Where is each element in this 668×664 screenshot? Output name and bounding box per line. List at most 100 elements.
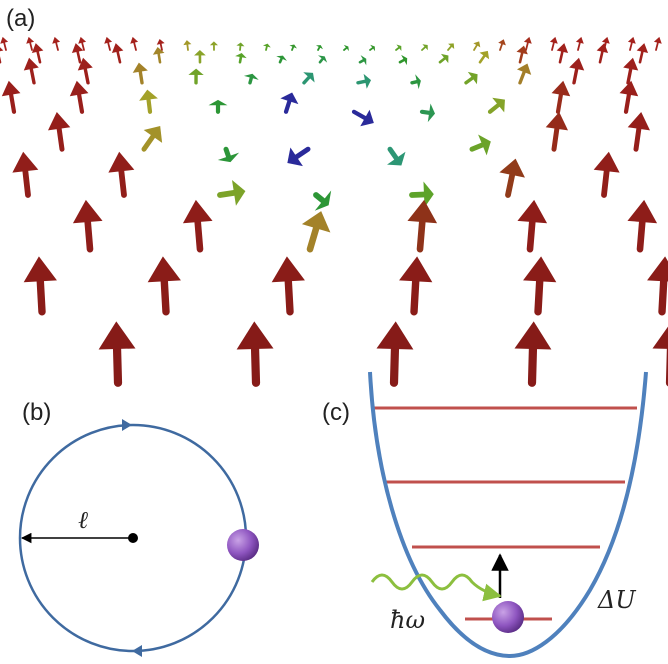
spin-arrow: [627, 199, 658, 224]
spin-arrow: [389, 344, 400, 387]
spin-arrow: [182, 199, 213, 224]
orbit-arrow: [132, 645, 142, 657]
spin-arrow: [141, 133, 156, 152]
spin-arrow: [551, 126, 560, 152]
spin-arrow: [52, 36, 61, 44]
spin-arrow: [569, 57, 585, 71]
spin-arrow: [22, 168, 31, 198]
panel-label: (b): [22, 399, 51, 426]
spin-arrow: [498, 39, 506, 46]
spin-arrow: [23, 256, 57, 283]
spin-arrow: [518, 70, 526, 85]
spin-arrow: [549, 36, 558, 44]
spin-arrow: [516, 63, 532, 75]
panel-label: (c): [322, 399, 350, 426]
spin-arrow: [619, 80, 639, 97]
spin-arrow: [84, 218, 94, 253]
particle: [227, 529, 259, 561]
spin-arrow: [516, 45, 528, 55]
spin-arrow: [623, 92, 631, 114]
spin-arrow: [376, 321, 414, 350]
spin-arrow: [271, 256, 305, 283]
panel-label: (a): [6, 5, 35, 32]
spin-arrow: [505, 172, 516, 198]
spin-arrow: [29, 67, 36, 85]
spin-arrow: [81, 41, 85, 51]
spin-arrow: [29, 41, 33, 51]
spin-field: [0, 36, 668, 387]
spin-arrow: [478, 54, 486, 64]
spin-arrow: [146, 97, 153, 114]
spin-arrow: [467, 71, 478, 85]
spin-arrow: [398, 58, 406, 64]
spin-arrow: [223, 146, 231, 159]
spin-arrow: [415, 74, 421, 90]
spin-arrow: [157, 52, 162, 64]
spin-arrow: [160, 277, 170, 316]
spin-arrow: [280, 92, 299, 105]
spin-arrow: [601, 168, 610, 198]
spin-arrow: [369, 47, 374, 51]
spin-arrow: [499, 43, 503, 51]
spin-arrow: [633, 126, 642, 152]
spin-arrow: [55, 41, 59, 51]
spin-arrow: [130, 36, 139, 44]
spin-arrow: [652, 326, 668, 349]
spin-arrow: [77, 92, 85, 114]
spin-arrow: [313, 192, 326, 204]
spin-arrow: [627, 112, 650, 131]
spin-arrow: [396, 44, 402, 51]
spin-arrow: [77, 57, 93, 71]
spin-arrow: [422, 44, 428, 51]
spin-arrow: [314, 190, 332, 211]
spin-arrow: [71, 43, 84, 54]
spin-arrow: [31, 43, 44, 54]
spin-arrow: [410, 277, 420, 316]
spin-arrow: [69, 80, 89, 97]
spin-arrow: [276, 55, 287, 61]
spin-arrow: [111, 43, 124, 54]
spin-arrow: [423, 181, 434, 208]
spin-arrow: [318, 55, 328, 63]
spin-arrow: [159, 43, 163, 51]
spin-arrow: [464, 76, 475, 85]
spin-arrow: [387, 151, 406, 166]
spin-arrow: [526, 218, 536, 253]
spin-arrow: [534, 277, 544, 316]
spin-arrow: [416, 218, 426, 253]
spin-arrow: [236, 321, 274, 350]
spin-arrow: [194, 218, 204, 253]
spin-arrow: [248, 76, 254, 85]
spin-arrow: [627, 36, 636, 44]
spin-arrow: [156, 38, 165, 45]
spin-arrow: [427, 103, 436, 123]
spin-arrow: [356, 79, 367, 85]
particle: [492, 601, 524, 633]
spin-arrow: [217, 189, 237, 198]
spin-arrow: [138, 69, 144, 85]
photon: [370, 573, 502, 602]
spin-arrow: [250, 344, 261, 387]
spin-arrow: [56, 126, 65, 152]
spin-arrow: [76, 50, 82, 64]
spin-arrow: [262, 43, 271, 48]
spin-arrow: [265, 45, 268, 51]
spin-arrow: [410, 79, 419, 85]
spin-arrow: [243, 73, 259, 80]
spin-arrow: [556, 43, 569, 54]
spin-arrow: [289, 44, 297, 49]
spin-arrow: [387, 146, 399, 161]
spin-arrow: [523, 256, 557, 283]
spin-arrow: [132, 62, 148, 73]
spin-arrow: [208, 99, 228, 106]
spin-arrow: [401, 54, 408, 66]
spin-arrow: [317, 46, 321, 51]
spin-arrow: [238, 55, 243, 64]
spin-arrow: [469, 142, 485, 152]
spin-arrow: [577, 41, 581, 51]
spin-arrow: [209, 41, 218, 46]
spin-arrow: [139, 89, 158, 101]
spin-arrow: [104, 36, 113, 44]
spin-arrow: [303, 72, 315, 83]
